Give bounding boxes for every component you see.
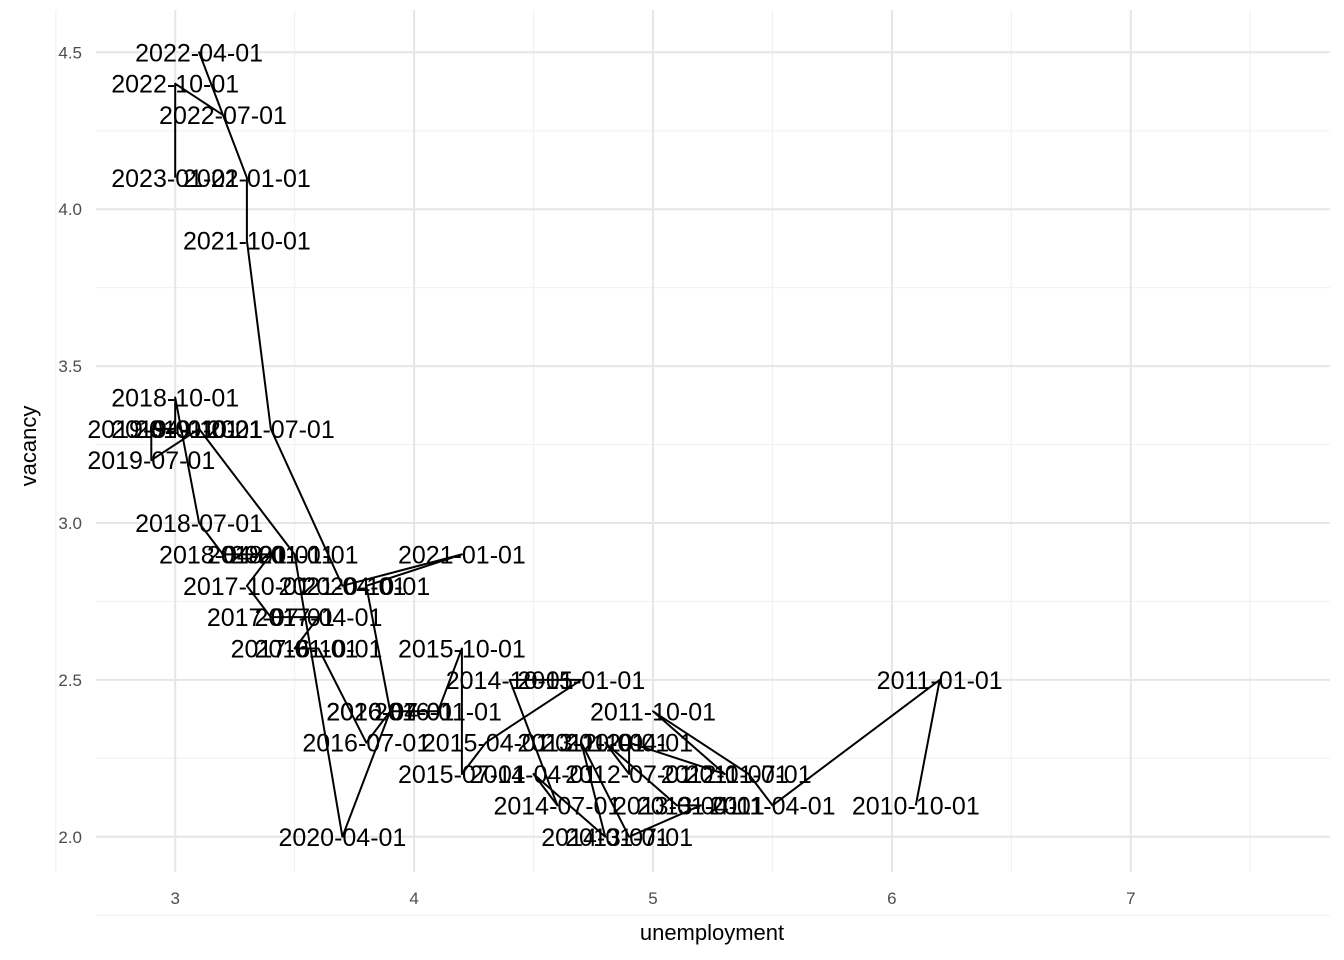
point-label: 2012-10-01 [541, 730, 669, 758]
point-label: 2015-04-01 [422, 730, 550, 758]
y-tick-label: 3.0 [58, 514, 82, 533]
point-label: 2013-04-01 [637, 792, 765, 820]
point-label: 2011-01-01 [877, 667, 1003, 695]
point-label: 2012-01-01 [661, 761, 789, 789]
point-label: 2019-04-01 [87, 416, 215, 444]
point-label: 2021-04-01 [278, 573, 406, 601]
point-label: 2022-01-01 [183, 165, 311, 193]
point-label: 2012-04-01 [565, 730, 693, 758]
point-label: 2018-10-01 [111, 385, 239, 413]
point-label: 2012-07-01 [565, 761, 693, 789]
x-tick-label: 6 [887, 889, 896, 908]
point-label: 2014-10-01 [446, 667, 574, 695]
point-label: 2016-04-01 [326, 698, 454, 726]
point-label: 2023-01-01 [111, 165, 239, 193]
point-label: 2016-01-01 [374, 698, 502, 726]
x-tick-label: 4 [409, 889, 418, 908]
point-label: 2018-01-01 [207, 541, 335, 569]
point-label: 2011-07-01 [686, 761, 812, 789]
point-label: 2014-04-01 [470, 761, 598, 789]
point-label: 2011-10-01 [590, 698, 716, 726]
y-tick-label: 3.5 [58, 357, 82, 376]
point-label: 2020-07-01 [326, 698, 454, 726]
point-label: 2017-07-01 [207, 604, 335, 632]
x-tick-label: 7 [1126, 889, 1135, 908]
point-label: 2013-01-01 [613, 792, 741, 820]
point-label: 2020-10-01 [302, 573, 430, 601]
point-label: 2021-10-01 [183, 228, 311, 256]
point-label: 2010-10-01 [852, 792, 980, 820]
point-label: 2019-01-01 [111, 416, 239, 444]
major-gridlines [96, 10, 1330, 872]
point-label: 2019-10-01 [135, 416, 263, 444]
point-labels: 2010-10-01 2011-01-01 2011-04-01 2011-07-01… [87, 39, 1003, 852]
point-label: 2014-01-01 [541, 824, 669, 852]
point-label: 2017-04-01 [255, 604, 383, 632]
point-label: 2015-01-01 [517, 667, 645, 695]
point-label: 2020-01-01 [231, 541, 359, 569]
point-label: 2022-04-01 [135, 39, 263, 67]
x-tick-label: 3 [170, 889, 179, 908]
point-label: 2013-07-01 [565, 824, 693, 852]
point-label: 2022-10-01 [111, 71, 239, 99]
point-label: 2018-07-01 [135, 510, 263, 538]
series-path [150, 51, 941, 838]
point-label: 2011-04-01 [709, 792, 835, 820]
point-label: 2016-07-01 [302, 730, 430, 758]
point-label: 2021-01-01 [398, 541, 526, 569]
point-label: 2021-07-01 [207, 416, 335, 444]
point-label: 2014-07-01 [493, 792, 621, 820]
minor-gridlines [55, 10, 1330, 916]
y-tick-label: 4.5 [58, 43, 82, 62]
y-axis-title: vacancy [16, 406, 41, 487]
x-axis-tick-labels: 3 4 5 6 7 [170, 889, 1135, 908]
y-tick-label: 2.0 [58, 828, 82, 847]
point-label: 2015-07-01 [398, 761, 526, 789]
y-tick-label: 4.0 [58, 200, 82, 219]
y-tick-label: 2.5 [58, 671, 82, 690]
x-tick-label: 5 [648, 889, 657, 908]
point-label: 2017-01-01 [231, 636, 359, 664]
point-label: 2018-04-01 [159, 541, 287, 569]
point-label: 2013-10-01 [517, 730, 645, 758]
x-axis-title: unemployment [640, 920, 784, 945]
point-label: 2015-10-01 [398, 636, 526, 664]
point-label: 2017-10-01 [183, 573, 311, 601]
point-label: 2016-10-01 [255, 636, 383, 664]
point-label: 2019-07-01 [87, 447, 215, 475]
point-label: 2022-07-01 [159, 102, 287, 130]
y-axis-tick-labels: 2.0 2.5 3.0 3.5 4.0 4.5 [58, 43, 82, 847]
point-label: 2020-04-01 [278, 824, 406, 852]
